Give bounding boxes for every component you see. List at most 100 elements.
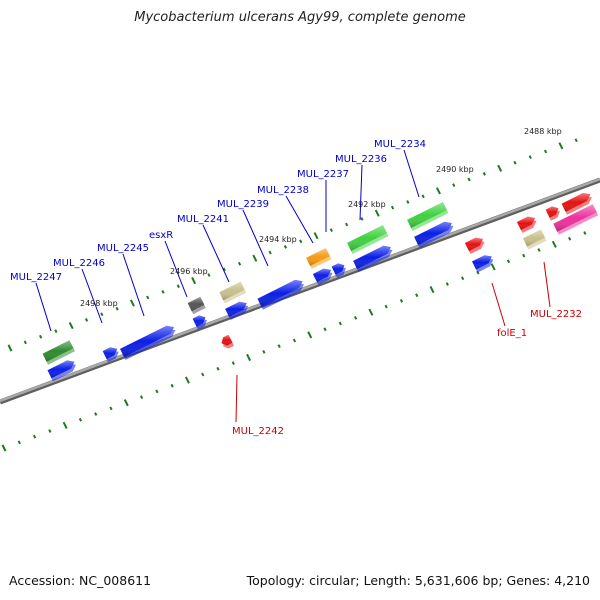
- gene-mul2242: [221, 334, 234, 349]
- upper-tick: [574, 138, 578, 143]
- lower-tick: [32, 434, 37, 439]
- gene-label: MUL_2245: [97, 243, 149, 254]
- upper-tick: [374, 209, 380, 217]
- lower-tick: [139, 395, 144, 399]
- upper-tick: [406, 200, 410, 204]
- gene-esxr-shade: [187, 296, 205, 312]
- gene-fole1-shade: [464, 237, 484, 251]
- lower-tick: [307, 331, 313, 339]
- upper-tick: [283, 245, 288, 249]
- lower-tick: [1, 444, 7, 452]
- gene-mul2237c-shade: [331, 263, 345, 275]
- tick-label: 2496 kbp: [170, 267, 208, 276]
- leader-MUL_2247: [35, 282, 52, 332]
- gene-mul2237c: [331, 263, 346, 278]
- gene-mul2234b-shade: [414, 221, 452, 245]
- gene-mul2241: [219, 281, 247, 304]
- gene-red-d: [561, 193, 592, 215]
- gene-mul2245a-shade: [102, 347, 118, 360]
- upper-tick: [161, 289, 165, 294]
- leader-MUL_2238: [285, 195, 314, 244]
- upper-tick: [146, 295, 150, 300]
- tick-label: 2488 kbp: [524, 127, 562, 136]
- tick-marks: [1, 138, 587, 452]
- lower-tick: [460, 276, 465, 281]
- gene-esxr: [187, 296, 206, 315]
- gene-red-c-shade: [545, 206, 559, 218]
- lower-tick: [62, 421, 68, 429]
- leader-MUL_2234: [403, 149, 420, 198]
- lower-tick: [368, 308, 374, 316]
- gene-mul2245a: [102, 347, 119, 363]
- gene-mul2245: [120, 325, 176, 360]
- gene-label: esxR: [149, 230, 173, 241]
- upper-tick: [23, 340, 27, 345]
- gene-label: MUL_2239: [217, 199, 269, 210]
- leader-MUL_2246: [81, 268, 103, 324]
- upper-tick: [100, 312, 104, 317]
- leader-MUL_2242: [235, 374, 238, 423]
- gene-mul2247: [42, 340, 75, 365]
- lower-tick: [109, 406, 113, 411]
- leader-MUL_2241: [202, 224, 230, 283]
- lower-tick: [184, 376, 190, 384]
- gene-mul2245-shade: [120, 325, 174, 357]
- lower-tick: [17, 440, 21, 445]
- upper-tick: [467, 177, 471, 182]
- lower-tick: [262, 349, 266, 354]
- upper-tick: [222, 267, 226, 272]
- gene-esxr-b: [192, 315, 207, 330]
- gene-fole1b-shade: [472, 255, 492, 270]
- lower-tick: [323, 327, 327, 332]
- gene-label: MUL_2246: [53, 258, 105, 269]
- gene-label: MUL_2238: [257, 185, 309, 196]
- leader-MUL_2236: [359, 164, 363, 221]
- upper-tick: [299, 239, 303, 244]
- leader-folE_1: [491, 282, 506, 327]
- gene-mul2238: [257, 279, 304, 310]
- tick-label: 2494 kbp: [259, 235, 297, 244]
- upper-tick: [360, 216, 364, 221]
- lower-tick: [399, 299, 404, 303]
- lower-tick: [415, 293, 419, 298]
- upper-tick: [390, 205, 395, 210]
- lower-tick: [48, 429, 52, 433]
- gene-mul2233-shade: [516, 216, 536, 230]
- upper-tick: [497, 164, 503, 172]
- upper-tick: [543, 149, 548, 154]
- gene-pink: [553, 204, 599, 235]
- gene-mul2237b-shade: [312, 268, 332, 282]
- gene-mul2246-shade: [47, 360, 75, 379]
- lower-tick: [201, 372, 205, 377]
- genes: [42, 193, 599, 382]
- gene-label: MUL_2237: [297, 169, 349, 180]
- gene-label: MUL_2247: [10, 272, 62, 283]
- lower-tick: [490, 263, 496, 271]
- gene-pink-shade: [553, 204, 597, 232]
- lower-tick: [353, 316, 358, 320]
- upper-tick: [558, 142, 564, 150]
- lower-tick: [429, 286, 435, 294]
- map-title: Mycobacterium ulcerans Agy99, complete g…: [134, 10, 466, 25]
- gene-mul2238-shade: [257, 279, 303, 307]
- gene-labels: 2488 kbp 2490 kbp 2492 kbp 2494 kbp 2496 kbp…: [10, 127, 582, 437]
- upper-tick: [345, 222, 349, 227]
- gene-label: MUL_2241: [177, 214, 229, 225]
- gene-esxr-b-shade: [192, 315, 206, 327]
- gene-mul2233: [516, 216, 537, 233]
- lower-tick: [568, 236, 572, 241]
- upper-tick: [129, 299, 135, 307]
- upper-tick: [237, 261, 242, 266]
- lower-tick: [246, 353, 252, 362]
- leader-MUL_2239: [242, 209, 269, 267]
- upper-tick: [482, 172, 486, 176]
- gene-mul2232-shade: [523, 229, 545, 247]
- gene-label: MUL_2234: [374, 139, 426, 150]
- gene-mul2236b: [353, 245, 393, 272]
- upper-tick: [176, 284, 180, 289]
- gene-mul2242-shade: [221, 334, 233, 346]
- lower-tick: [384, 304, 388, 309]
- gene-label: MUL_2242: [232, 426, 284, 437]
- upper-tick: [329, 228, 333, 232]
- lower-tick: [583, 231, 587, 235]
